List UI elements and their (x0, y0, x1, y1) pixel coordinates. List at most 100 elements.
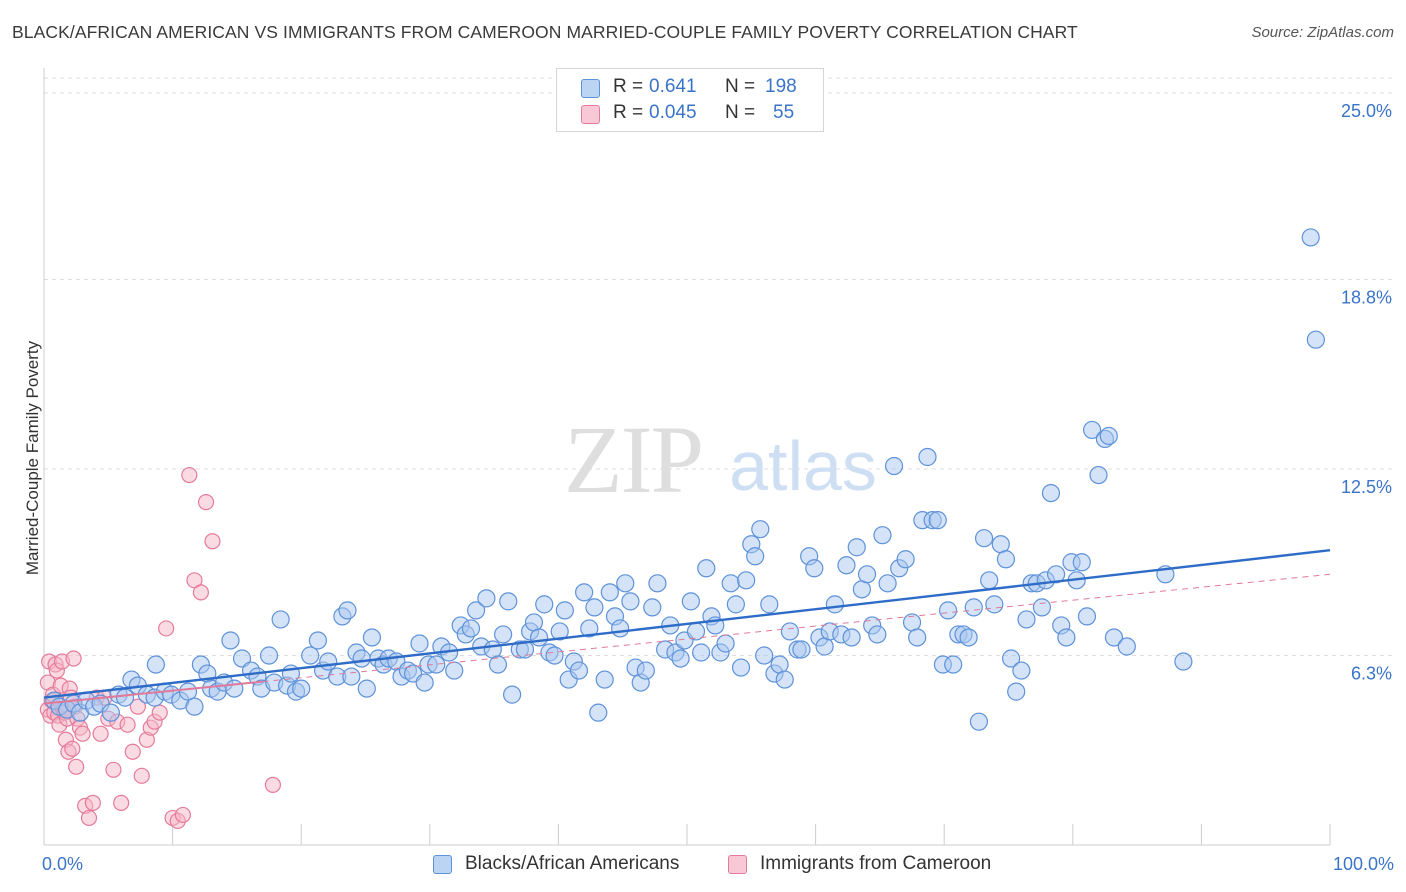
source-label: Source: ZipAtlas.com (1251, 24, 1394, 41)
point-blacks (671, 649, 690, 668)
point-blacks (1032, 598, 1052, 617)
point-blacks (991, 535, 1010, 554)
n-value: 198 (765, 76, 797, 97)
point-blacks (115, 688, 135, 707)
point-blacks (271, 610, 290, 629)
point-blacks (589, 703, 608, 722)
point-blacks (362, 628, 382, 647)
point-blacks (780, 622, 799, 641)
point-blacks (1057, 628, 1076, 647)
point-blacks (427, 655, 446, 674)
point-blacks (825, 595, 844, 614)
point-blacks (611, 619, 630, 638)
point-blacks (1077, 607, 1097, 626)
point-blacks (959, 628, 978, 647)
point-blacks (775, 670, 794, 689)
point-cameroon (119, 716, 136, 733)
y-tick-label-0: 6.3% (1351, 664, 1392, 684)
point-blacks (964, 598, 983, 617)
point-blacks (545, 646, 564, 665)
point-blacks (530, 628, 549, 647)
point-blacks (1174, 652, 1193, 671)
point-blacks (908, 628, 927, 647)
point-blacks (805, 559, 824, 578)
point-blacks (980, 571, 999, 590)
trend-line-blacks (43, 549, 1331, 699)
point-blacks (969, 712, 989, 731)
point-blacks (648, 574, 667, 593)
y-tick-label-1: 12.5% (1341, 477, 1392, 497)
point-blacks (569, 661, 589, 680)
n-label: N = (725, 76, 756, 97)
point-blacks (896, 550, 915, 569)
point-blacks (1017, 610, 1036, 629)
point-blacks (616, 574, 635, 593)
point-blacks (792, 640, 811, 659)
point-cameroon (80, 809, 98, 827)
point-blacks (580, 619, 599, 638)
point-blacks (585, 598, 604, 617)
point-blacks (225, 679, 244, 698)
point-blacks (1041, 483, 1061, 503)
point-blacks (621, 592, 640, 611)
point-blacks (692, 643, 711, 662)
point-blacks (178, 682, 198, 701)
point-blacks (357, 679, 376, 698)
point-blacks (1306, 330, 1325, 349)
point-blacks (146, 655, 165, 674)
y-axis-label: Married-Couple Family Poverty (23, 340, 42, 575)
point-cameroon (84, 794, 101, 811)
point-blacks (918, 447, 937, 467)
point-blacks (524, 613, 544, 632)
point-blacks (499, 592, 518, 611)
point-cameroon (151, 704, 168, 721)
point-blacks (837, 556, 856, 575)
point-blacks (221, 631, 240, 650)
point-cameroon (92, 725, 109, 742)
point-blacks (292, 679, 311, 698)
point-blacks (232, 649, 252, 668)
point-cameroon (192, 584, 209, 601)
n-value: 55 (773, 102, 795, 123)
point-blacks (445, 661, 464, 680)
x-tick-label-0: 0.0% (42, 854, 83, 874)
r-label: R = (613, 102, 644, 123)
series-legend: Blacks/African Americans Immigrants from… (0, 852, 1406, 878)
r-value: 0.641 (649, 76, 697, 97)
r-label: R = (613, 76, 644, 97)
point-blacks (319, 652, 338, 671)
point-blacks (1301, 228, 1320, 247)
point-cameroon (113, 794, 130, 811)
point-blacks (1104, 628, 1124, 647)
point-blacks (815, 637, 834, 656)
point-cameroon (124, 743, 141, 760)
point-cameroon (204, 533, 221, 550)
legend-swatch-pink (728, 855, 747, 874)
point-blacks (488, 655, 508, 674)
series-immigrants-from-cameroon (39, 466, 282, 830)
legend-swatch-blue (581, 79, 600, 98)
trend-line-cameroon-dashed (262, 573, 1331, 683)
r-value: 0.045 (649, 102, 697, 123)
point-blacks (308, 631, 328, 650)
point-blacks (483, 640, 502, 659)
point-blacks (928, 511, 947, 530)
point-cameroon (68, 758, 85, 775)
point-blacks (842, 628, 861, 647)
point-blacks (477, 589, 496, 608)
point-blacks (996, 550, 1016, 569)
point-blacks (751, 520, 770, 539)
trend-lines (43, 549, 1331, 705)
point-blacks (466, 601, 486, 620)
point-blacks (550, 622, 569, 641)
y-tick-label-2: 18.8% (1341, 288, 1392, 308)
point-blacks (503, 685, 522, 704)
point-blacks (461, 619, 481, 638)
point-blacks (721, 574, 740, 593)
x-tick-label-1: 100.0% (1333, 854, 1394, 874)
point-blacks (746, 547, 765, 566)
chart-title: BLACK/AFRICAN AMERICAN VS IMMIGRANTS FRO… (12, 22, 1078, 42)
legend-row-blacks: R = 0.641 N = 198 (557, 75, 823, 101)
point-blacks (338, 601, 357, 620)
